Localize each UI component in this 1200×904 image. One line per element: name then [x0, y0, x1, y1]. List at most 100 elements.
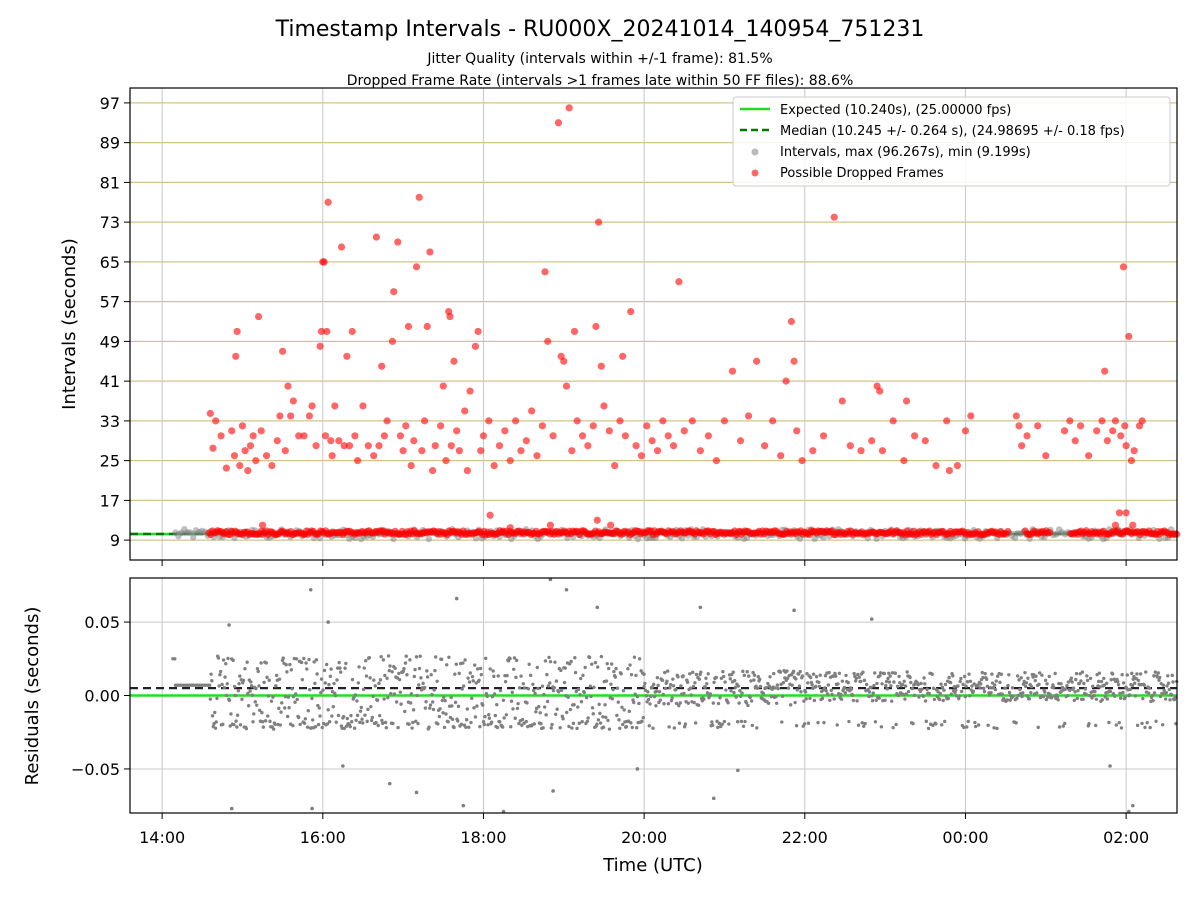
- residual-point: [835, 723, 838, 726]
- residual-point: [976, 684, 979, 687]
- dropped-frame-point: [258, 427, 265, 434]
- dropped-frame-point: [1116, 509, 1123, 516]
- residual-point: [378, 714, 381, 717]
- residual-point: [290, 668, 293, 671]
- residual-point: [959, 677, 962, 680]
- dropped-frame-point: [354, 457, 361, 464]
- residual-point: [1140, 722, 1143, 725]
- residual-point: [284, 695, 287, 698]
- residual-point: [382, 658, 385, 661]
- residual-point: [964, 684, 967, 687]
- dropped-frame-point: [539, 422, 546, 429]
- residual-point: [224, 662, 227, 665]
- residual-point: [678, 722, 681, 725]
- residual-point: [456, 719, 459, 722]
- residual-point: [755, 726, 758, 729]
- residual-point: [419, 655, 422, 658]
- dropped-frame-point: [317, 343, 324, 350]
- residual-point: [577, 688, 580, 691]
- residual-point: [546, 700, 549, 703]
- residual-point: [1143, 684, 1146, 687]
- residual-point: [1034, 675, 1037, 678]
- residual-point: [306, 725, 309, 728]
- dropped-frame-point: [421, 417, 428, 424]
- residual-point: [419, 676, 422, 679]
- residual-point: [338, 666, 341, 669]
- residual-point: [514, 676, 517, 679]
- residual-point: [441, 711, 444, 714]
- residual-point: [310, 697, 313, 700]
- residual-point: [552, 689, 555, 692]
- residual-point: [794, 677, 797, 680]
- residual-point: [488, 717, 491, 720]
- residual-point: [307, 658, 310, 661]
- residual-point: [938, 698, 941, 701]
- residual-point: [290, 687, 293, 690]
- residual-point: [752, 678, 755, 681]
- residual-point: [311, 718, 314, 721]
- residual-point: [1014, 721, 1017, 724]
- residual-outlier-point: [792, 609, 796, 613]
- dropped-frame-point: [1098, 417, 1105, 424]
- residual-point: [274, 684, 277, 687]
- residual-point: [391, 670, 394, 673]
- dropped-frame-point: [394, 238, 401, 245]
- top-y-tick-label: 25: [100, 452, 120, 471]
- dropped-frame-point: [876, 387, 883, 394]
- residual-point: [659, 698, 662, 701]
- residual-point: [417, 683, 420, 686]
- residual-point: [662, 693, 665, 696]
- residual-point: [732, 691, 735, 694]
- residual-point: [569, 660, 572, 663]
- dropped-frame-point: [378, 363, 385, 370]
- dropped-frame-point: [592, 323, 599, 330]
- dropped-frame-point: [594, 517, 601, 524]
- residual-point: [1081, 698, 1084, 701]
- residual-point: [765, 686, 768, 689]
- residual-point: [377, 724, 380, 727]
- residual-point: [603, 703, 606, 706]
- dropped-frame-point: [721, 417, 728, 424]
- dropped-frame-point: [418, 447, 425, 454]
- residual-point: [695, 673, 698, 676]
- residual-point: [746, 670, 749, 673]
- dropped-frame-point: [442, 457, 449, 464]
- dropped-frame-point: [590, 422, 597, 429]
- dropped-frame-point: [1112, 522, 1119, 529]
- residual-point: [648, 702, 651, 705]
- dropped-frame-point: [555, 119, 562, 126]
- residual-point: [903, 680, 906, 683]
- residual-point: [723, 680, 726, 683]
- residual-point: [450, 704, 453, 707]
- residual-point: [1003, 687, 1006, 690]
- residual-outlier-point: [462, 804, 466, 808]
- residual-point: [261, 720, 264, 723]
- residual-point: [625, 725, 628, 728]
- residual-point: [365, 674, 368, 677]
- dropped-frame-point: [432, 442, 439, 449]
- bottom-y-tick-label: −0.05: [71, 760, 120, 779]
- residual-point: [1109, 690, 1112, 693]
- dropped-frame-point: [541, 268, 548, 275]
- residual-point: [994, 688, 997, 691]
- dropped-frame-point: [426, 248, 433, 255]
- residual-point: [411, 721, 414, 724]
- residual-point: [391, 722, 394, 725]
- residual-point: [337, 661, 340, 664]
- residual-point: [762, 692, 765, 695]
- residual-point: [1042, 695, 1045, 698]
- residual-point: [818, 685, 821, 688]
- residual-point: [775, 702, 778, 705]
- dropped-frame-point: [461, 407, 468, 414]
- residual-point: [388, 664, 391, 667]
- residual-point: [806, 681, 809, 684]
- dropped-frame-point: [574, 417, 581, 424]
- residual-point: [325, 663, 328, 666]
- dropped-frame-point: [777, 452, 784, 459]
- residual-point: [617, 700, 620, 703]
- residual-point: [989, 691, 992, 694]
- residual-point: [271, 695, 274, 698]
- residual-point: [1153, 691, 1156, 694]
